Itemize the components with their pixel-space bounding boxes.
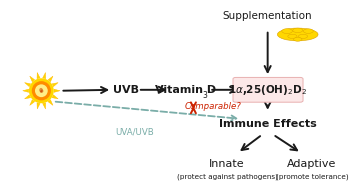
Ellipse shape (294, 37, 302, 41)
Polygon shape (37, 73, 40, 79)
Ellipse shape (35, 84, 48, 97)
Polygon shape (37, 103, 40, 109)
Text: UVA/UVB: UVA/UVB (116, 128, 154, 136)
Text: Comparable?: Comparable? (184, 102, 241, 111)
Polygon shape (23, 89, 29, 92)
Polygon shape (25, 95, 31, 99)
Polygon shape (43, 73, 46, 79)
Ellipse shape (303, 29, 313, 33)
Ellipse shape (299, 34, 308, 38)
Text: Supplementation: Supplementation (223, 11, 313, 21)
FancyBboxPatch shape (233, 77, 303, 102)
Ellipse shape (288, 34, 297, 38)
Text: Innate: Innate (209, 159, 245, 169)
Polygon shape (48, 100, 53, 105)
Ellipse shape (40, 89, 43, 93)
Text: Immune Effects: Immune Effects (219, 119, 316, 129)
Ellipse shape (277, 28, 318, 41)
Ellipse shape (282, 29, 292, 33)
Text: Adaptive: Adaptive (287, 159, 337, 169)
Ellipse shape (29, 78, 54, 103)
Polygon shape (30, 100, 35, 105)
Polygon shape (54, 89, 60, 92)
Polygon shape (52, 95, 58, 99)
Text: Vitamin D: Vitamin D (155, 85, 216, 95)
Text: (promote tolerance): (promote tolerance) (276, 174, 348, 180)
Polygon shape (43, 103, 46, 109)
Ellipse shape (293, 28, 303, 33)
Ellipse shape (32, 81, 51, 100)
Polygon shape (30, 76, 35, 82)
Text: (protect against pathogens): (protect against pathogens) (176, 174, 277, 180)
Text: 3: 3 (203, 91, 208, 100)
Polygon shape (48, 76, 53, 82)
Polygon shape (25, 83, 31, 87)
Polygon shape (52, 83, 58, 87)
Ellipse shape (40, 90, 42, 93)
Text: UVB: UVB (113, 85, 139, 95)
Text: 1$\alpha$,25(OH)$_2$D$_2$: 1$\alpha$,25(OH)$_2$D$_2$ (228, 83, 307, 97)
Ellipse shape (39, 88, 43, 92)
